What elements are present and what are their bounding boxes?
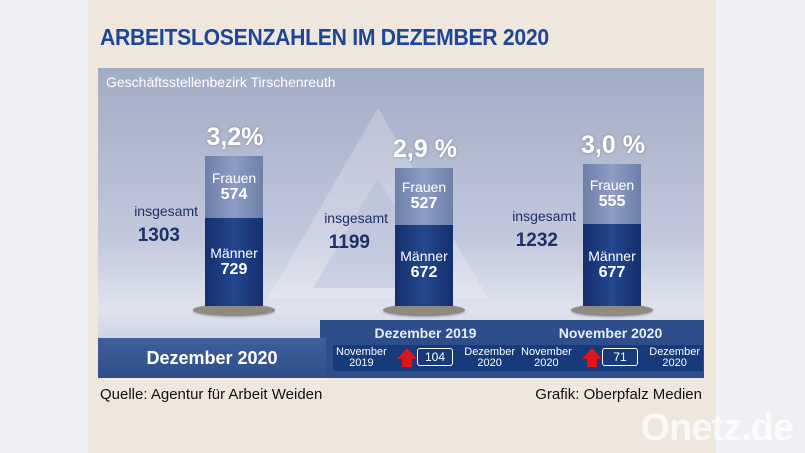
total-value: 1303	[137, 225, 180, 246]
chart-panel: Geschäftsstellenbezirk Tirschenreuth Fra…	[98, 68, 704, 378]
from-period: November 2019	[336, 347, 387, 369]
to-month: Dezember	[464, 346, 515, 358]
from-month: November	[521, 346, 572, 358]
frauen-label: Frauen	[211, 169, 257, 186]
total-label: insgesamt	[512, 207, 576, 224]
from-year: 2020	[534, 357, 559, 369]
stacked-bar: Frauen 527 Männer 672	[395, 167, 453, 306]
stacked-bar: Frauen 574 Männer 729	[205, 156, 263, 306]
frauen-label: Frauen	[589, 177, 635, 194]
bar-group: Frauen 574 Männer 729 3,2% insgesamt 130…	[98, 68, 298, 316]
bar-segment-maenner: Männer 677	[583, 224, 641, 306]
chart-subtitle: Geschäftsstellenbezirk Tirschenreuth	[106, 74, 336, 90]
arrow-up-icon	[397, 348, 417, 359]
from-month: November	[336, 346, 387, 358]
comparison-box: November 2020 November 2020 71 Dezember 20…	[518, 320, 703, 378]
maenner-label: Männer	[588, 248, 636, 265]
from-period: November 2020	[521, 347, 572, 369]
to-month: Dezember	[649, 346, 700, 358]
credit-note: Grafik: Oberpfalz Medien	[535, 386, 702, 403]
bar-segment-frauen: Frauen 574	[205, 156, 263, 218]
comparison-title: November 2020	[558, 325, 663, 341]
watermark-logo: Onetz.de	[640, 407, 794, 449]
maenner-value: 677	[598, 264, 626, 282]
comparison-row: November 2020 71 Dezember 2020	[518, 345, 703, 371]
source-note: Quelle: Agentur für Arbeit Weiden	[100, 386, 323, 403]
from-year: 2019	[349, 357, 374, 369]
bar-base	[383, 304, 465, 316]
bar-group: Frauen 527 Männer 672 2,9 % insgesamt 11…	[288, 68, 488, 316]
total-label: insgesamt	[324, 209, 388, 226]
total-value: 1199	[328, 231, 370, 253]
frauen-value: 574	[220, 185, 248, 203]
maenner-value: 729	[220, 260, 248, 278]
change-value: 104	[417, 348, 453, 366]
maenner-label: Männer	[210, 244, 258, 261]
bar-group: Frauen 555 Männer 677 3,0 % insgesamt 12…	[476, 68, 676, 316]
total-value: 1232	[515, 229, 558, 251]
bar-segment-frauen: Frauen 527	[395, 167, 453, 225]
rate-label: 2,9 %	[393, 134, 457, 163]
total-label: insgesamt	[134, 203, 198, 219]
comparison-box: Dezember 2019 November 2019 104 Dezember 2…	[333, 320, 518, 378]
rate-label: 3,2%	[206, 123, 264, 151]
bar-segment-maenner: Männer 672	[395, 224, 453, 306]
maenner-label: Männer	[400, 248, 448, 265]
frauen-value: 527	[410, 195, 438, 213]
main-period-label: Dezember 2020	[98, 338, 326, 378]
bar-base	[193, 304, 275, 316]
arrow-up-icon	[582, 348, 602, 359]
maenner-value: 672	[410, 264, 438, 282]
arrow-up-icon-stem	[587, 358, 597, 367]
bar-segment-maenner: Männer 729	[205, 217, 263, 306]
to-period: Dezember 2020	[649, 347, 700, 369]
change-value: 71	[602, 348, 638, 366]
frauen-value: 555	[598, 193, 626, 211]
page-title: ARBEITSLOSENZAHLEN IM DEZEMBER 2020	[100, 24, 549, 50]
comparison-title: Dezember 2019	[374, 325, 477, 341]
to-year: 2020	[477, 357, 502, 369]
arrow-up-icon-stem	[402, 358, 412, 367]
bar-base	[571, 304, 653, 316]
to-period: Dezember 2020	[464, 347, 515, 369]
to-year: 2020	[662, 357, 687, 369]
infographic-card: ARBEITSLOSENZAHLEN IM DEZEMBER 2020 Gesc…	[88, 0, 716, 453]
rate-label: 3,0 %	[581, 131, 645, 160]
comparison-row: November 2019 104 Dezember 2020	[333, 345, 518, 371]
stacked-bar: Frauen 555 Männer 677	[583, 164, 641, 306]
bar-segment-frauen: Frauen 555	[583, 164, 641, 225]
frauen-label: Frauen	[401, 179, 447, 196]
